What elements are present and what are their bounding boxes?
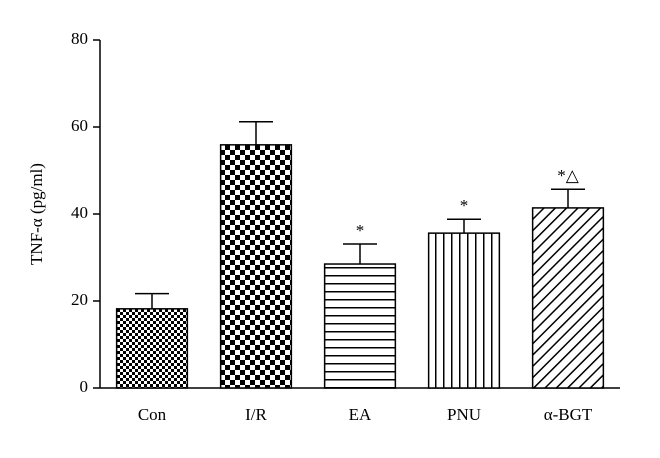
bar (219, 144, 293, 389)
bar (115, 308, 189, 389)
x-tick-label: EA (349, 405, 372, 424)
y-tick-label: 0 (80, 377, 89, 396)
x-tick-label: I/R (245, 405, 267, 424)
y-axis-label: TNF-α (pg/ml) (27, 163, 46, 265)
bar (323, 263, 397, 389)
x-tick-label: α-BGT (544, 405, 593, 424)
y-tick-label: 80 (71, 29, 88, 48)
bar (531, 207, 605, 389)
significance-mark: * (460, 196, 469, 215)
x-tick-label: Con (138, 405, 167, 424)
significance-mark: *△ (557, 166, 580, 185)
y-tick-label: 20 (71, 290, 88, 309)
bar (427, 232, 501, 389)
y-tick-label: 60 (71, 116, 88, 135)
y-tick-label: 40 (71, 203, 88, 222)
x-tick-label: PNU (447, 405, 481, 424)
significance-mark: * (356, 221, 365, 240)
